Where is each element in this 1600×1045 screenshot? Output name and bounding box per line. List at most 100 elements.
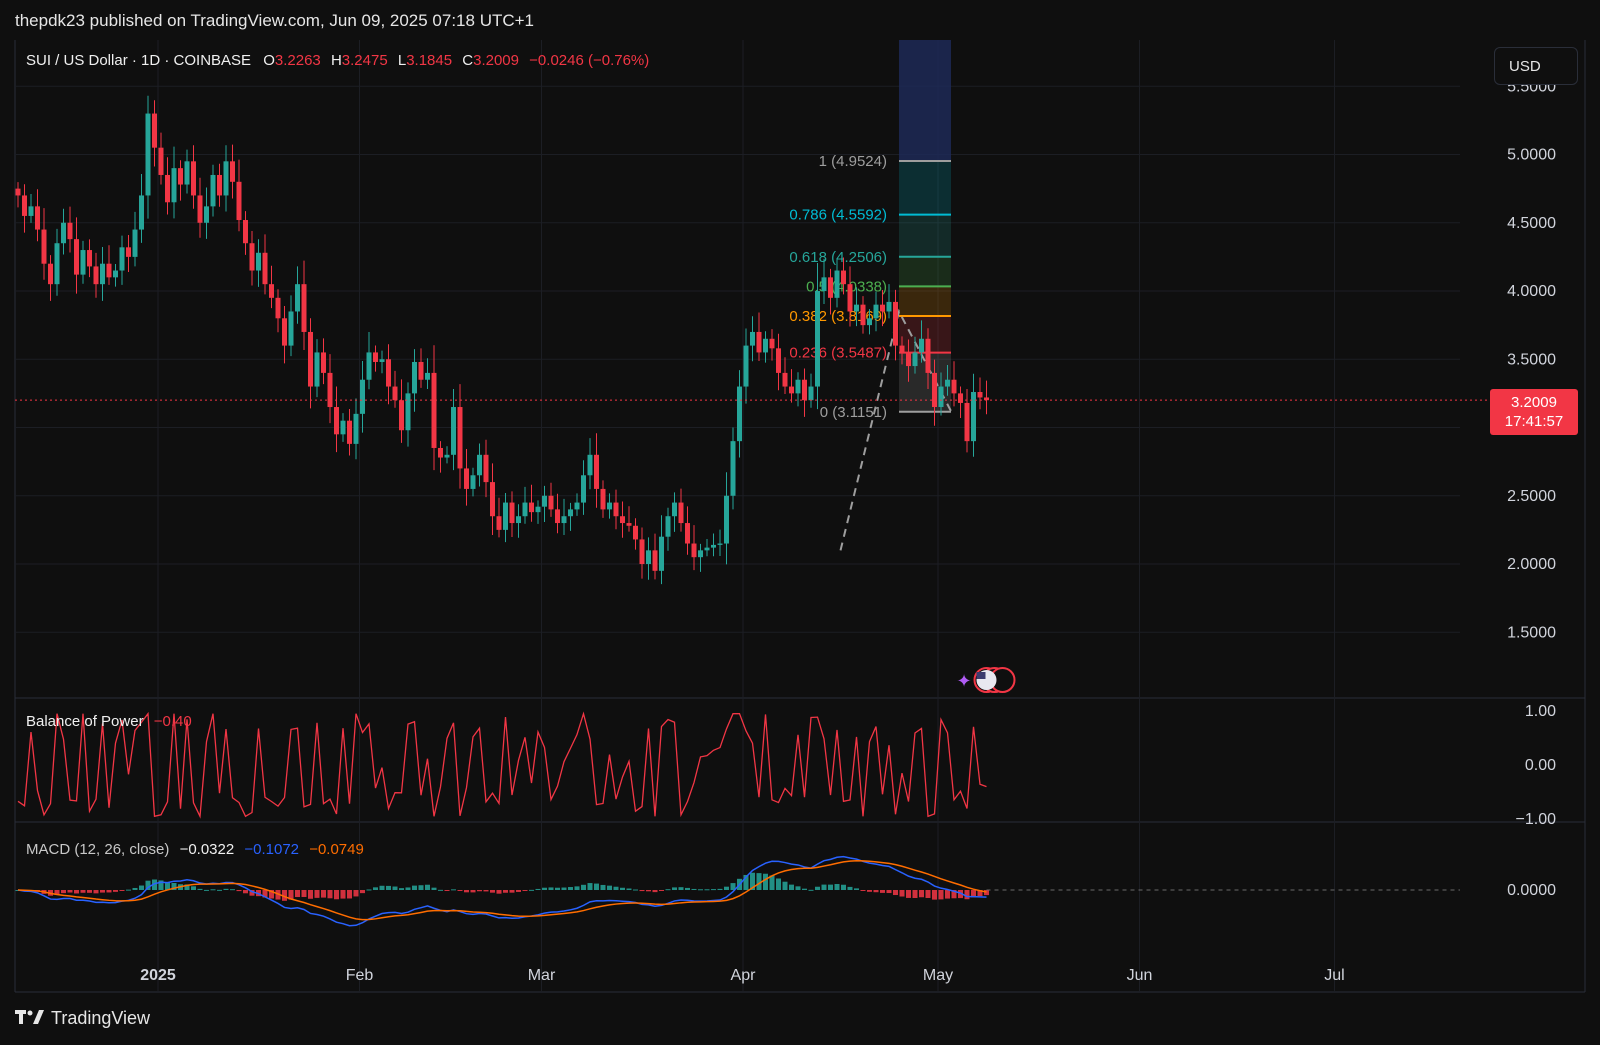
macd-histogram-bar <box>392 886 398 890</box>
candle-body <box>308 331 313 387</box>
symbol-legend[interactable]: SUI / US Dollar · 1D · COINBASE O3.2263 … <box>26 52 649 69</box>
macd-tick-label: 0.0000 <box>1507 882 1556 899</box>
low-value: 3.1845 <box>406 52 453 69</box>
candle-body <box>139 195 144 230</box>
candle-body <box>54 243 60 285</box>
macd-histogram-bar <box>516 890 521 892</box>
candle-body <box>243 220 248 244</box>
bop-legend[interactable]: Balance of Power −0.40 <box>26 713 192 730</box>
candle-body <box>431 372 437 448</box>
candle-body <box>80 250 86 275</box>
macd-histogram-bar <box>984 890 989 896</box>
macd-histogram-bar <box>594 883 599 890</box>
candle-body <box>204 206 209 223</box>
candle-body <box>360 379 365 414</box>
macd-histogram-bar <box>54 890 60 895</box>
price-tick-label: 3.5000 <box>1507 351 1556 368</box>
macd-histogram-bar <box>366 889 372 891</box>
candle-body <box>119 247 125 271</box>
macd-histogram-bar <box>321 890 326 898</box>
bop-value: −0.40 <box>153 713 192 730</box>
candle-body <box>269 284 274 298</box>
candle-body <box>470 475 476 489</box>
macd-histogram-bar <box>704 889 710 891</box>
candle-body <box>724 495 729 544</box>
candlestick-series <box>15 95 1490 585</box>
macd-name: MACD (12, 26, close) <box>26 841 170 858</box>
macd-histogram-bar <box>145 880 151 890</box>
candle-body <box>594 454 599 489</box>
macd-histogram-bar <box>685 887 690 890</box>
candle-body <box>626 523 632 526</box>
bop-name: Balance of Power <box>26 713 144 730</box>
macd-histogram-bar <box>691 888 697 890</box>
symbol-title: SUI / US Dollar · 1D · COINBASE <box>26 52 252 69</box>
candle-body <box>789 386 794 394</box>
candle-body <box>425 372 430 380</box>
footer-brand[interactable]: TradingView <box>15 1008 150 1029</box>
macd-histogram-bar <box>223 888 229 890</box>
macd-histogram-bar <box>958 890 963 899</box>
macd-legend[interactable]: MACD (12, 26, close) −0.0322 −0.1072 −0.… <box>26 841 364 858</box>
macd-histogram-bar <box>977 890 983 897</box>
macd-histogram-bar <box>607 885 612 890</box>
candle-body <box>691 543 697 558</box>
macd-histogram-bar <box>964 890 970 900</box>
candle-body <box>67 222 73 240</box>
candle-body <box>256 252 261 271</box>
price-tick-label: 4.0000 <box>1507 283 1556 300</box>
candle-body <box>509 502 515 524</box>
macd-histogram-bar <box>503 890 508 893</box>
macd-histogram-bar <box>763 873 768 890</box>
macd-line <box>17 855 987 927</box>
candle-body <box>581 475 586 503</box>
price-tick-label: 2.0000 <box>1507 556 1556 573</box>
time-tick-label: May <box>923 967 953 984</box>
candle-body <box>132 229 138 257</box>
candle-body <box>932 372 937 408</box>
macd-histogram-bar <box>906 890 911 898</box>
macd-histogram-bar <box>327 890 333 899</box>
macd-histogram-bar <box>756 873 762 890</box>
candle-body <box>802 379 807 401</box>
candle-body <box>964 402 970 442</box>
candle-body <box>262 252 268 285</box>
candle-body <box>483 454 489 483</box>
candle-body <box>158 147 164 175</box>
candle-body <box>386 359 391 387</box>
candle-body <box>743 345 749 387</box>
candle-body <box>282 318 287 346</box>
candle-body <box>711 544 716 548</box>
candle-body <box>48 263 53 285</box>
publish-info: thepdk23 published on TradingView.com, J… <box>15 11 535 30</box>
candle-body <box>607 502 612 510</box>
currency-button[interactable]: USD <box>1494 47 1578 85</box>
candle-body <box>22 195 27 216</box>
last-price-tag: 3.2009 17:41:57 <box>1490 389 1578 435</box>
macd-histogram-bar <box>535 888 541 890</box>
brand-name: TradingView <box>51 1008 151 1028</box>
macd-histogram-bar <box>971 890 976 898</box>
candle-body <box>756 331 762 353</box>
candle-body <box>126 247 131 257</box>
macd-histogram-bar <box>93 890 99 894</box>
low-label: L <box>397 52 407 69</box>
tradingview-logo-icon <box>15 1008 45 1029</box>
candle-body <box>41 229 47 264</box>
candle-body <box>87 250 92 267</box>
candle-body <box>672 502 677 517</box>
candle-body <box>958 393 963 403</box>
macd-histogram-bar <box>646 890 651 892</box>
macd-histogram-bar <box>282 890 287 901</box>
candle-body <box>113 270 118 278</box>
macd-histogram-bar <box>672 887 677 890</box>
macd-histogram-bar <box>412 885 417 890</box>
candle-body <box>945 379 950 387</box>
macd-histogram-bar <box>340 890 346 899</box>
candle-body <box>321 352 326 373</box>
macd-histogram-bar <box>860 890 866 891</box>
candle-body <box>542 495 547 507</box>
macd-histogram-bar <box>230 889 235 891</box>
flag-canton-icon <box>976 672 986 679</box>
